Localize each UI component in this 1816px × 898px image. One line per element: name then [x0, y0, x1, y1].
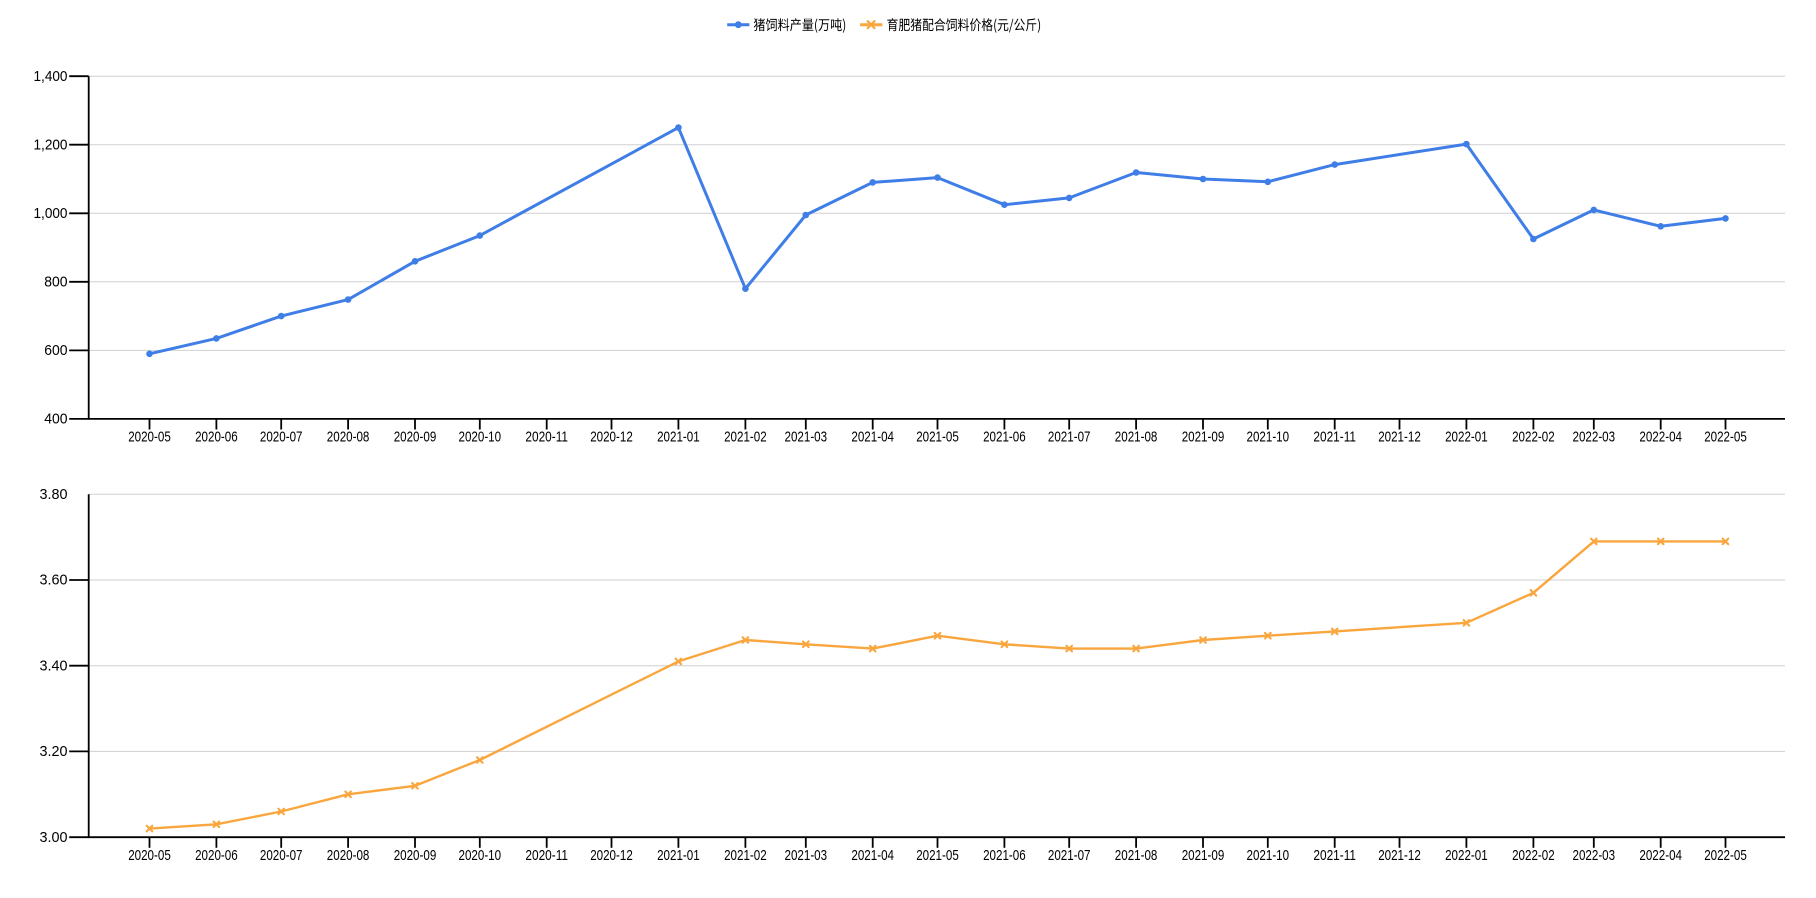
svg-text:2022-01: 2022-01	[1445, 847, 1488, 864]
svg-text:3.60: 3.60	[40, 572, 68, 589]
svg-text:2021-02: 2021-02	[724, 429, 767, 446]
svg-text:2022-05: 2022-05	[1704, 847, 1747, 864]
svg-text:2022-02: 2022-02	[1512, 429, 1555, 446]
svg-text:2021-04: 2021-04	[851, 429, 894, 446]
svg-text:1,400: 1,400	[34, 68, 68, 85]
svg-text:2020-07: 2020-07	[260, 429, 303, 446]
svg-text:2021-11: 2021-11	[1313, 847, 1356, 864]
svg-text:2022-01: 2022-01	[1445, 429, 1488, 446]
svg-text:2020-11: 2020-11	[525, 429, 568, 446]
svg-text:2020-12: 2020-12	[590, 847, 633, 864]
svg-text:1,000: 1,000	[34, 205, 68, 222]
svg-text:2022-04: 2022-04	[1639, 847, 1682, 864]
svg-text:3.80: 3.80	[40, 486, 68, 503]
svg-text:3.40: 3.40	[40, 657, 68, 674]
svg-text:2020-07: 2020-07	[260, 847, 303, 864]
svg-text:2021-01: 2021-01	[657, 429, 700, 446]
svg-text:2020-10: 2020-10	[459, 429, 502, 446]
svg-text:2020-05: 2020-05	[128, 429, 171, 446]
svg-text:2021-10: 2021-10	[1247, 847, 1290, 864]
svg-text:2021-06: 2021-06	[983, 847, 1026, 864]
svg-text:2021-03: 2021-03	[785, 429, 828, 446]
svg-text:2021-05: 2021-05	[916, 847, 959, 864]
svg-text:600: 600	[44, 342, 67, 359]
svg-text:2021-08: 2021-08	[1115, 429, 1158, 446]
svg-text:3.00: 3.00	[40, 829, 68, 846]
svg-text:2021-09: 2021-09	[1182, 847, 1225, 864]
svg-text:2021-06: 2021-06	[983, 429, 1026, 446]
svg-text:2021-07: 2021-07	[1048, 429, 1091, 446]
svg-text:2021-05: 2021-05	[916, 429, 959, 446]
svg-text:400: 400	[44, 411, 67, 428]
svg-text:2020-11: 2020-11	[525, 847, 568, 864]
svg-text:2021-09: 2021-09	[1182, 429, 1225, 446]
svg-text:3.20: 3.20	[40, 743, 68, 760]
svg-text:2020-09: 2020-09	[394, 429, 437, 446]
svg-text:2021-01: 2021-01	[657, 847, 700, 864]
svg-text:800: 800	[44, 274, 67, 291]
svg-text:2021-10: 2021-10	[1247, 429, 1290, 446]
svg-text:2020-08: 2020-08	[327, 429, 370, 446]
svg-text:2021-12: 2021-12	[1378, 429, 1421, 446]
svg-text:2020-12: 2020-12	[590, 429, 633, 446]
svg-text:2022-03: 2022-03	[1573, 847, 1616, 864]
svg-text:2022-02: 2022-02	[1512, 847, 1555, 864]
svg-text:1,200: 1,200	[34, 136, 68, 153]
svg-text:2020-09: 2020-09	[394, 847, 437, 864]
svg-text:2021-03: 2021-03	[785, 847, 828, 864]
svg-text:2022-03: 2022-03	[1573, 429, 1616, 446]
svg-text:2020-05: 2020-05	[128, 847, 171, 864]
svg-text:2021-04: 2021-04	[851, 847, 894, 864]
svg-text:2020-10: 2020-10	[459, 847, 502, 864]
svg-text:2020-06: 2020-06	[195, 847, 238, 864]
svg-text:2022-05: 2022-05	[1704, 429, 1747, 446]
svg-text:2020-08: 2020-08	[327, 847, 370, 864]
svg-text:2021-08: 2021-08	[1115, 847, 1158, 864]
svg-text:2021-11: 2021-11	[1313, 429, 1356, 446]
svg-text:2021-07: 2021-07	[1048, 847, 1091, 864]
svg-text:2021-02: 2021-02	[724, 847, 767, 864]
svg-text:2022-04: 2022-04	[1639, 429, 1682, 446]
svg-text:2020-06: 2020-06	[195, 429, 238, 446]
svg-text:2021-12: 2021-12	[1378, 847, 1421, 864]
